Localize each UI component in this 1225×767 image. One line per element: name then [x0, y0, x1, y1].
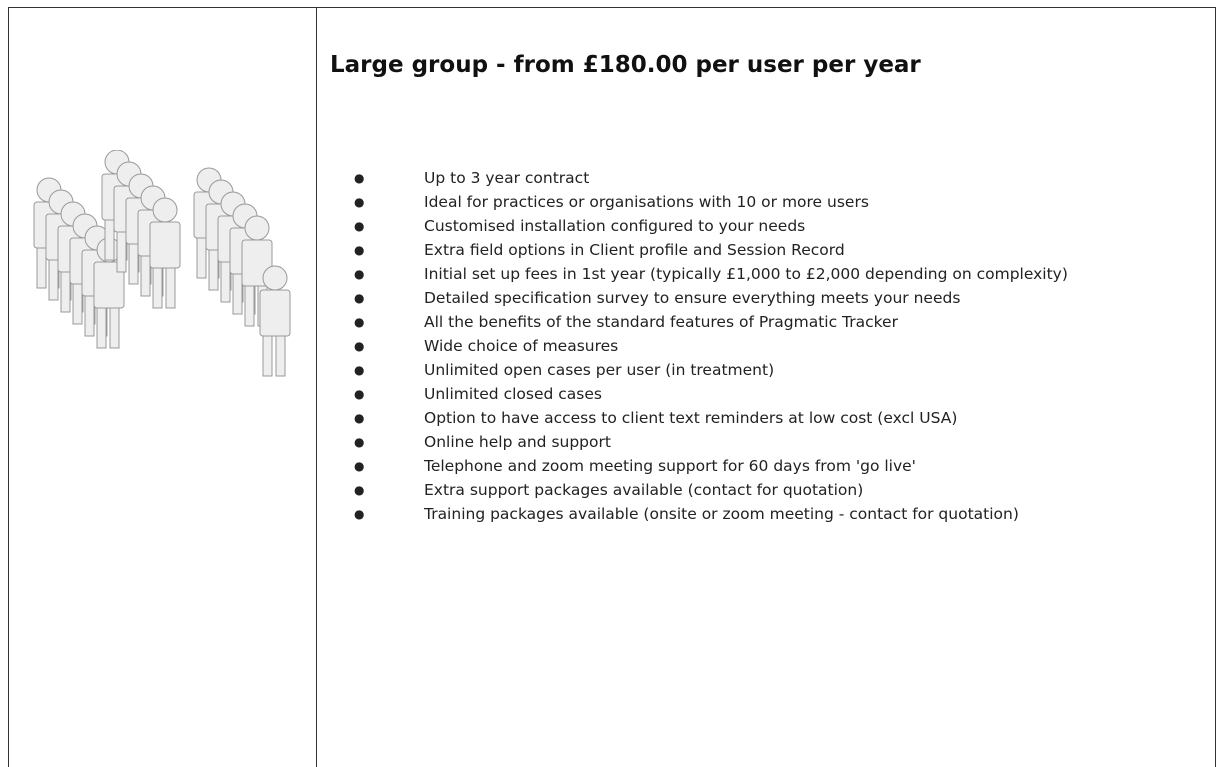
list-item: Customised installation configured to yo… [354, 214, 1224, 238]
list-item: Ideal for practices or organisations wit… [354, 190, 1224, 214]
list-item: Option to have access to client text rem… [354, 406, 1224, 430]
figures [33, 150, 291, 377]
list-item: Telephone and zoom meeting support for 6… [354, 454, 1224, 478]
list-item: Extra support packages available (contac… [354, 478, 1224, 502]
list-item: Up to 3 year contract [354, 166, 1224, 190]
list-item: Unlimited open cases per user (in treatm… [354, 358, 1224, 382]
list-item: Detailed specification survey to ensure … [354, 286, 1224, 310]
group-illustration [33, 150, 291, 377]
list-item: All the benefits of the standard feature… [354, 310, 1224, 334]
list-item: Online help and support [354, 430, 1224, 454]
feature-list: Up to 3 year contractIdeal for practices… [340, 166, 1224, 526]
list-item: Initial set up fees in 1st year (typical… [354, 262, 1224, 286]
title: Large group - from £180.00 per user per … [330, 52, 921, 78]
list-item: Extra field options in Client profile an… [354, 238, 1224, 262]
column-divider [316, 7, 317, 767]
list-item: Training packages available (onsite or z… [354, 502, 1224, 526]
list-item: Unlimited closed cases [354, 382, 1224, 406]
list-item: Wide choice of measures [354, 334, 1224, 358]
